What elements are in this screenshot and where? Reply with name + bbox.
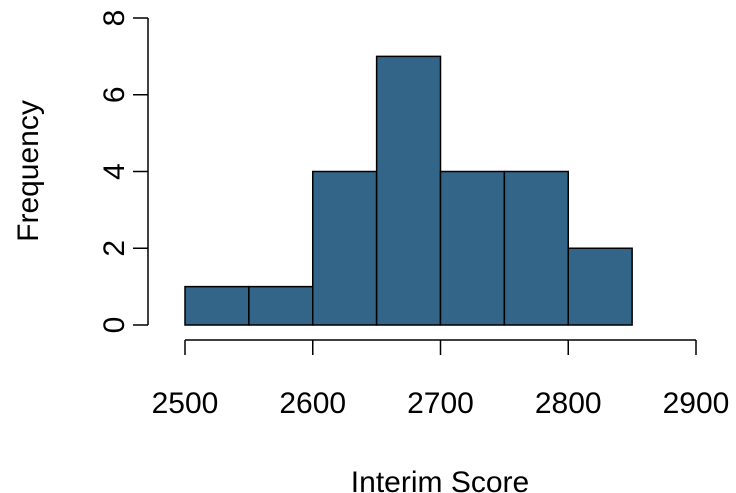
bars-group (184, 55, 633, 326)
histogram-bar-7 (567, 247, 633, 326)
y-tick-label: 2 (98, 240, 131, 257)
y-tick-label: 0 (98, 317, 131, 334)
histogram-bar-4 (375, 55, 442, 326)
x-tick-label: 2900 (663, 387, 730, 420)
x-tick-label: 2700 (407, 387, 474, 420)
y-tick-label: 4 (98, 163, 131, 180)
histogram-bar-1 (184, 285, 250, 326)
histogram-bar-5 (439, 170, 506, 326)
x-axis: 2500 2600 2700 2800 2900 (152, 339, 730, 420)
y-axis: 0 2 4 6 8 (98, 10, 149, 334)
histogram-bar-6 (503, 170, 569, 326)
x-tick-label: 2600 (279, 387, 346, 420)
x-axis-title: Interim Score (351, 466, 529, 493)
y-tick-label: 6 (98, 86, 131, 103)
histogram-bar-2 (248, 285, 314, 326)
y-axis-title: Frequency (12, 100, 45, 242)
x-tick-label: 2500 (152, 387, 219, 420)
histogram-bar-3 (312, 170, 378, 326)
x-tick-label: 2800 (535, 387, 602, 420)
y-tick-label: 8 (98, 10, 131, 27)
